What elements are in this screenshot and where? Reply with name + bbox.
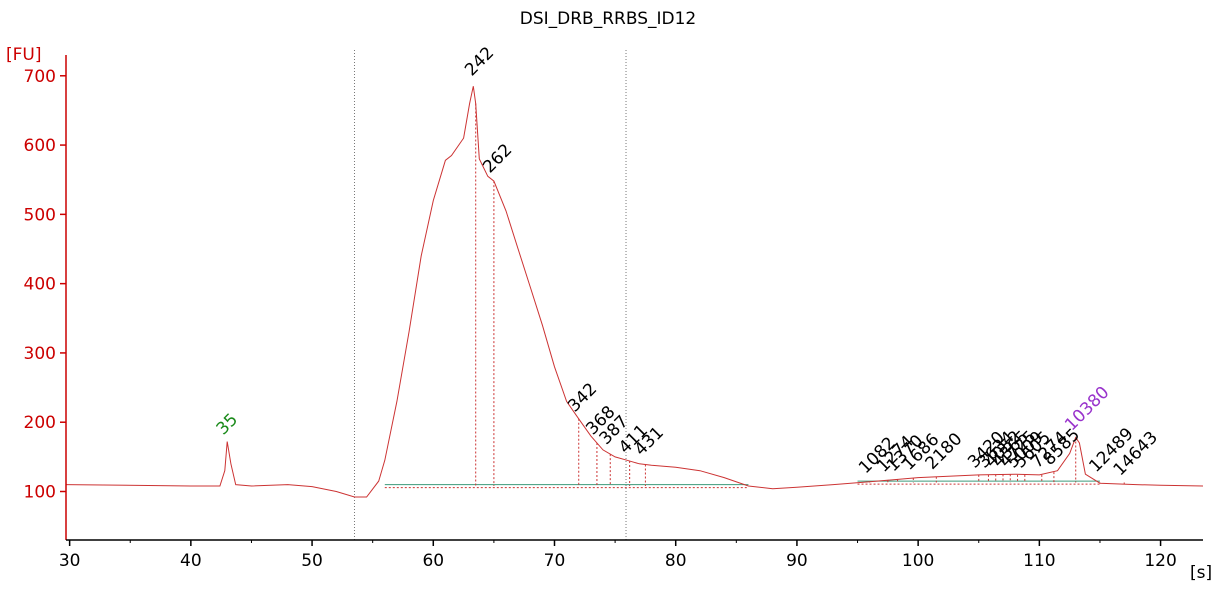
x-axis-unit: [s]: [1190, 563, 1212, 583]
peak-label: 242: [461, 43, 498, 80]
y-axis-label: [FU]: [6, 45, 42, 65]
x-tick-label: 40: [180, 551, 202, 571]
x-tick-label: 50: [301, 551, 323, 571]
x-tick-label: 60: [422, 551, 444, 571]
x-tick-label: 100: [902, 551, 934, 571]
y-tick-label: 500: [24, 205, 56, 225]
x-tick-label: 30: [59, 551, 81, 571]
y-tick-label: 700: [24, 67, 56, 87]
peak-drop-lines: [475, 103, 1125, 486]
x-tick-label: 120: [1144, 551, 1176, 571]
boundary-lines: [353, 50, 627, 540]
peak-label: 262: [479, 140, 516, 177]
chart-title: DSI_DRB_RRBS_ID12: [520, 9, 696, 29]
peak-label: 35: [213, 410, 242, 439]
trace-layer: [65, 86, 1204, 498]
x-tick-label: 70: [544, 551, 566, 571]
y-tick-label: 300: [24, 344, 56, 364]
y-tick-label: 200: [24, 413, 56, 433]
x-tick-label: 80: [665, 551, 687, 571]
x-tick-label: 110: [1023, 551, 1055, 571]
axes: 100 200 300 400 500 600 700 30 40 50 60 70 80 90 100 11…: [24, 55, 1203, 571]
y-tick-label: 100: [24, 483, 56, 503]
x-tick-label: 90: [786, 551, 808, 571]
peak-label: 10380: [1061, 383, 1113, 435]
trace-line: [65, 86, 1204, 498]
y-tick-label: 400: [24, 275, 56, 295]
y-tick-label: 600: [24, 136, 56, 156]
